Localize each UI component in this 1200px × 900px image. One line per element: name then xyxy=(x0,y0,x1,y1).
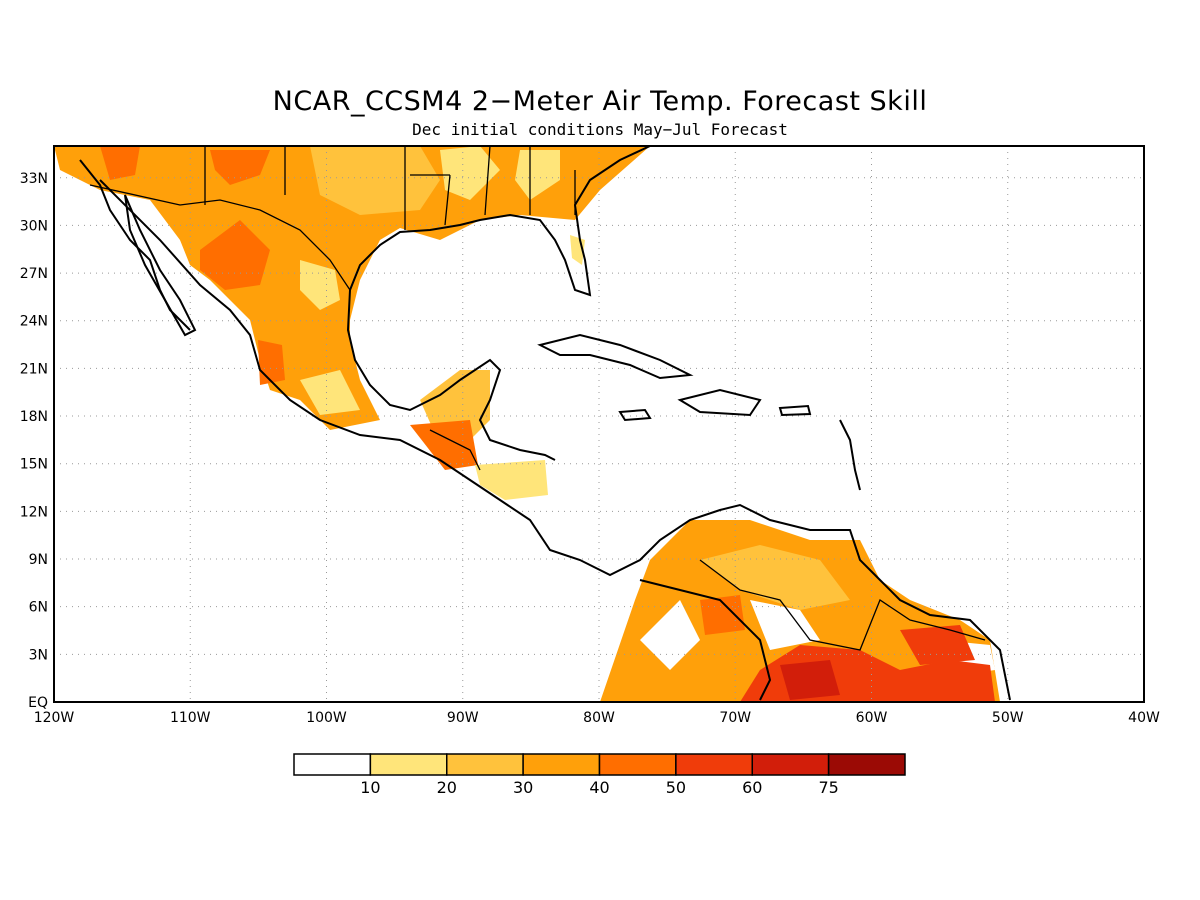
lat-tick-label: 3N xyxy=(29,647,48,663)
colorbar-swatch xyxy=(827,753,906,776)
colorbar-level-label: 75 xyxy=(818,778,838,797)
colorbar: 10 20 30 40 50 60 75 xyxy=(293,753,906,797)
coast-gulf xyxy=(346,146,651,461)
border-sa xyxy=(699,559,986,651)
colorbar-level-label: 50 xyxy=(666,778,686,797)
latitude-labels: EQ 3N 6N 9N 12N 15N 18N 21N 24N 27N 30N 33N xyxy=(20,171,48,711)
coast-puerto-rico xyxy=(778,404,812,417)
coast-lesser-antilles xyxy=(839,419,861,491)
colorbar-level-label: 30 xyxy=(513,778,533,797)
lon-tick-label: 90W xyxy=(447,710,479,726)
colorbar-level-label: 40 xyxy=(589,778,609,797)
border-us-mexico xyxy=(89,184,351,291)
lon-tick-label: 80W xyxy=(583,710,615,726)
shade-sa-white1 xyxy=(640,600,700,670)
border-central-america xyxy=(429,429,481,471)
chart-subtitle: Dec initial conditions May−Jul Forecast xyxy=(412,120,788,139)
lat-tick-label: 6N xyxy=(29,600,48,616)
colorbar-level-label: 60 xyxy=(742,778,762,797)
colorbar-swatch xyxy=(293,753,372,776)
lat-tick-label: 18N xyxy=(20,409,48,425)
shade-sa-orange xyxy=(700,595,745,635)
lon-tick-label: 40W xyxy=(1128,710,1160,726)
shade-us-south xyxy=(54,146,650,320)
longitude-labels: 120W 110W 100W 90W 80W 70W 60W 50W 40W xyxy=(34,710,1160,726)
lat-tick-label: 33N xyxy=(20,171,48,187)
shade-us-south-light xyxy=(310,146,440,215)
shade-mexico-yellow xyxy=(300,260,340,310)
lon-tick-label: 120W xyxy=(34,710,75,726)
shade-mexico-red xyxy=(200,220,270,290)
border-us-states xyxy=(204,146,576,230)
coastlines xyxy=(79,146,1011,701)
lon-tick-label: 70W xyxy=(719,710,751,726)
coast-south-america-border xyxy=(639,579,772,701)
shade-texas-red xyxy=(210,150,270,185)
coast-cuba xyxy=(537,333,694,380)
colorbar-level-label: 10 xyxy=(360,778,380,797)
lat-tick-label: EQ xyxy=(28,695,48,711)
lon-tick-label: 50W xyxy=(992,710,1024,726)
colorbar-level-label: 20 xyxy=(437,778,457,797)
shade-mexico-red2 xyxy=(258,340,285,385)
shade-mexico-yellow2 xyxy=(300,370,360,415)
lat-tick-label: 21N xyxy=(20,361,48,377)
chart-title: NCAR_CCSM4 2−Meter Air Temp. Forecast Sk… xyxy=(272,86,928,117)
shade-sa-dark xyxy=(780,660,840,700)
colorbar-swatch xyxy=(522,753,601,776)
colorbar-swatch xyxy=(369,753,448,776)
shade-honduras xyxy=(475,460,548,500)
coast-jamaica xyxy=(618,408,652,422)
lat-tick-label: 30N xyxy=(20,218,48,234)
colorbar-swatch xyxy=(675,753,753,776)
lon-tick-label: 110W xyxy=(170,710,211,726)
map-frame xyxy=(53,145,1145,703)
lon-tick-label: 60W xyxy=(856,710,888,726)
shade-sa-white2 xyxy=(750,600,820,650)
lat-tick-label: 24N xyxy=(20,314,48,330)
lat-tick-label: 12N xyxy=(20,504,48,520)
shade-texas-red2 xyxy=(100,146,140,180)
political-borders xyxy=(89,146,986,651)
shade-sa-yellow xyxy=(700,545,850,610)
coast-baja xyxy=(124,194,197,337)
colorbar-swatch xyxy=(598,753,677,776)
shade-us-yellow2 xyxy=(515,150,560,200)
shade-guatemala-red xyxy=(410,420,478,470)
lat-tick-label: 15N xyxy=(20,457,48,473)
skill-shading xyxy=(54,146,1000,702)
colorbar-swatch xyxy=(751,753,830,776)
shade-sa-red2 xyxy=(900,625,975,665)
lon-tick-label: 100W xyxy=(306,710,347,726)
coast-hispaniola xyxy=(677,388,762,417)
lat-tick-label: 9N xyxy=(29,552,48,568)
colorbar-swatch xyxy=(446,753,524,776)
shade-us-yellow xyxy=(440,146,500,200)
lat-tick-label: 27N xyxy=(20,266,48,282)
